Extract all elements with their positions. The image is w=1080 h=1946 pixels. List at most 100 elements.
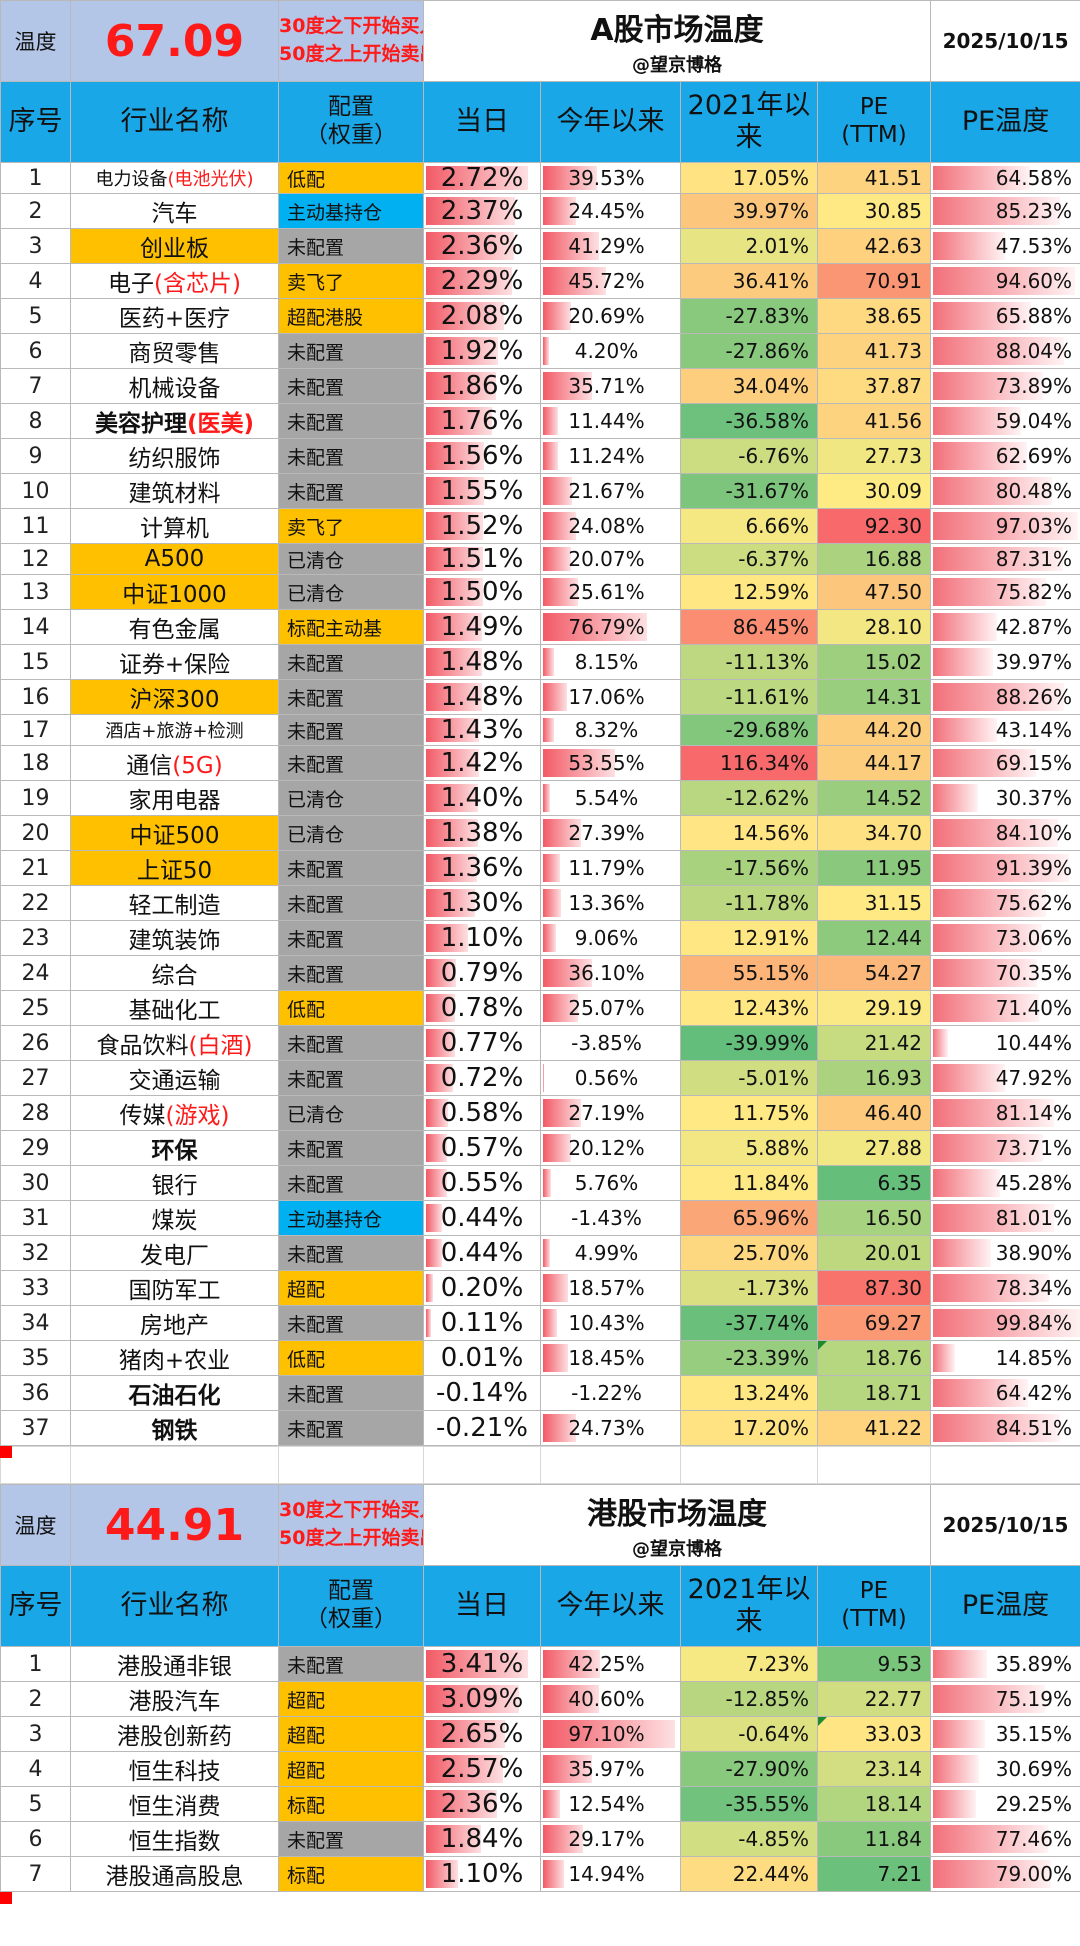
pe-ttm-value: 14.31 (864, 685, 923, 709)
ytd-bar (543, 648, 555, 676)
date-label: 2025/10/15 (930, 1484, 1080, 1566)
industry-name: 汽车 (70, 193, 279, 229)
pe-temperature-bar (933, 267, 1075, 295)
day-change-bar (426, 407, 493, 435)
rule-line-buy: 30度之下开始买入 (279, 15, 424, 38)
day-change-bar (426, 1825, 481, 1853)
day-change-bar (426, 749, 480, 777)
pe-ttm-cell: 44.20 (816, 714, 932, 746)
ytd-cell: 8.15% (540, 644, 681, 680)
pe-ttm-value: 41.22 (864, 1416, 923, 1440)
pe-temperature-cell: 97.03% (930, 508, 1080, 544)
title-text: A股市场温度 (590, 13, 764, 48)
since-2021-cell: -11.61% (680, 679, 818, 715)
since-2021-cell: -6.37% (680, 543, 818, 575)
ytd-bar (543, 302, 571, 330)
since-2021-value: 65.96% (732, 1206, 809, 1230)
industry-name-text: 计算机 (140, 516, 209, 542)
day-change-value: 3.41% (440, 1649, 524, 1679)
pe-temperature-value: 64.58% (995, 166, 1073, 190)
pe-temperature-value: 42.87% (995, 615, 1073, 639)
ytd-bar (543, 1825, 584, 1853)
since-2021-cell: 34.04% (680, 368, 818, 404)
industry-name-text: 钢铁 (151, 1418, 198, 1444)
pe-ttm-value: 21.42 (864, 1031, 923, 1055)
ytd-value: 42.25% (568, 1652, 645, 1676)
pe-ttm-value: 37.87 (864, 374, 923, 398)
pe-ttm-cell: 20.01 (816, 1235, 932, 1271)
ytd-bar (543, 613, 648, 641)
since-2021-value: 86.45% (732, 615, 809, 639)
hk-day-column-highlight-box (0, 1892, 12, 1904)
since-2021-value: -23.39% (725, 1346, 809, 1370)
ytd-bar (543, 1064, 545, 1092)
pe-ttm-value: 27.73 (864, 444, 923, 468)
since-2021-cell: 25.70% (680, 1235, 818, 1271)
pe-temperature-bar (933, 302, 1032, 330)
ytd-value: 35.97% (568, 1757, 645, 1781)
since-2021-value: -36.58% (725, 409, 809, 433)
ytd-value: 10.43% (568, 1311, 645, 1335)
industry-name: A500 (70, 543, 279, 575)
day-change-value: 1.10% (440, 1859, 524, 1889)
since-2021-cell: 17.05% (680, 162, 818, 194)
since-2021-value: 22.44% (732, 1862, 809, 1886)
pe-temperature-bar (933, 1685, 1045, 1713)
ytd-cell: 39.53% (540, 162, 681, 194)
allocation-status: 未配置 (278, 1375, 424, 1411)
allocation-status: 未配置 (278, 885, 424, 921)
ytd-value: 8.15% (574, 650, 639, 674)
ytd-cell: 25.61% (540, 574, 681, 610)
day-change-cell: 0.44% (423, 1200, 541, 1236)
ytd-cell: 20.07% (540, 543, 681, 575)
day-change-cell: 0.58% (423, 1095, 541, 1131)
since-2021-value: 5.88% (745, 1136, 809, 1160)
day-change-cell: 1.49% (423, 609, 541, 645)
col-allocation-line: 配置 (328, 94, 374, 121)
pe-temperature-cell: 65.88% (930, 298, 1080, 334)
day-change-value: 1.30% (440, 888, 524, 918)
industry-name: 电子(含芯片) (70, 263, 279, 299)
allocation-status: 超配 (278, 1681, 424, 1717)
ytd-cell: -1.43% (540, 1200, 681, 1236)
industry-name-text: 汽车 (151, 201, 198, 227)
pe-ttm-cell: 16.88 (816, 543, 932, 575)
table-row: 29 环保 未配置 0.57% 20.12% 5.88% 27.88 73.71% (0, 1130, 1080, 1166)
row-seq: 36 (0, 1375, 71, 1411)
pe-temperature-bar (933, 477, 1053, 505)
ytd-value: 25.07% (568, 996, 645, 1020)
table-row: 5 恒生消费 标配 2.36% 12.54% -35.55% 18.14 29.25% (0, 1786, 1080, 1822)
pe-temperature-cell: 43.14% (930, 714, 1080, 746)
since-2021-value: 11.75% (732, 1101, 809, 1125)
col-pe-temperature-line: PE温度 (961, 1589, 1050, 1621)
ytd-bar (543, 1309, 557, 1337)
since-2021-cell: -39.99% (680, 1025, 818, 1061)
allocation-status: 卖飞了 (278, 508, 424, 544)
pe-temperature-bar (933, 854, 1069, 882)
allocation-status: 未配置 (278, 1646, 424, 1682)
table-row: 30 银行 未配置 0.55% 5.76% 11.84% 6.35 45.28% (0, 1165, 1080, 1201)
pe-temperature-bar (933, 442, 1027, 470)
col-seq-line: 序号 (8, 1589, 63, 1621)
pe-ttm-value: 28.10 (864, 615, 923, 639)
header-temperature-row: 温度 67.09 30度之下开始买入 50度之上开始卖出 A股市场温度 @望京博格 2025… (0, 0, 1080, 82)
industry-name-text: 猪肉+农业 (118, 1348, 231, 1374)
pe-ttm-value: 41.51 (864, 166, 923, 190)
allocation-status: 标配 (278, 1786, 424, 1822)
pe-ttm-cell: 27.88 (816, 1130, 932, 1166)
rule-line-sell: 50度之上开始卖出 (279, 1527, 424, 1549)
pe-temperature-value: 99.84% (995, 1311, 1073, 1335)
since-2021-value: -27.86% (725, 339, 809, 363)
ytd-value: 0.56% (574, 1066, 639, 1090)
ytd-cell: 12.54% (540, 1786, 681, 1822)
ytd-bar (543, 1860, 564, 1888)
pe-temperature-bar (933, 372, 1044, 400)
pe-temperature-cell: 47.92% (930, 1060, 1080, 1096)
allocation-status: 未配置 (278, 438, 424, 474)
pe-temperature-cell: 78.34% (930, 1270, 1080, 1306)
since-2021-cell: -11.13% (680, 644, 818, 680)
pe-ttm-value: 15.02 (864, 650, 923, 674)
allocation-status: 已清仓 (278, 1095, 424, 1131)
ytd-cell: 9.06% (540, 920, 681, 956)
pe-temperature-cell: 81.14% (930, 1095, 1080, 1131)
